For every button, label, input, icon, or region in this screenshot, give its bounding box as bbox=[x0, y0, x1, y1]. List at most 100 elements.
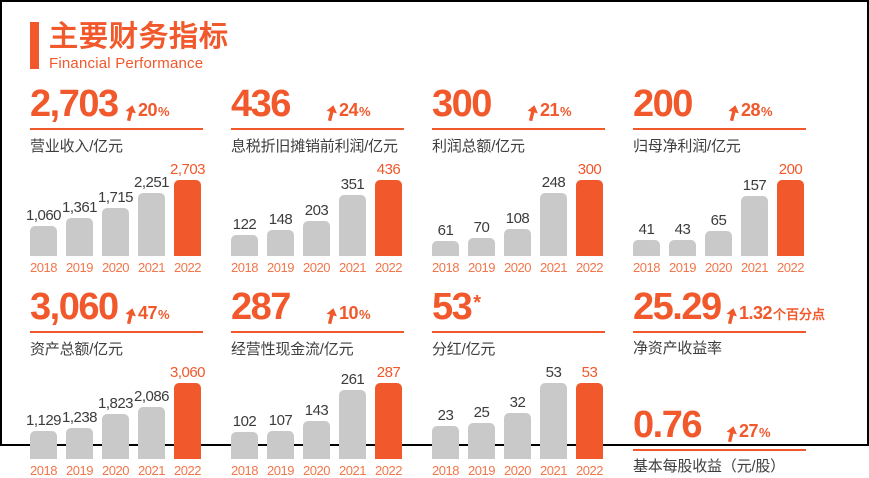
bar-item: 2,703 bbox=[170, 159, 206, 257]
metric-change: 21% bbox=[526, 100, 572, 122]
bar-item: 2,251 bbox=[134, 159, 170, 257]
page-title: 主要财务指标 bbox=[49, 21, 230, 53]
bar-item: 23 bbox=[432, 362, 459, 460]
year-label: 2022 bbox=[777, 260, 804, 276]
metric-value: 287 bbox=[231, 286, 291, 329]
title-block: 主要财务指标 Financial Performance bbox=[49, 21, 230, 73]
roe-stat-block: 25.29 1.32 个百分点 净资产收益率 bbox=[633, 288, 825, 358]
year-axis: 2018 2019 2020 2021 2022 bbox=[30, 260, 203, 275]
metric-panel: 436 24% 息税折旧摊销前利润/亿元 122 148 203 351 436 201… bbox=[231, 85, 404, 275]
bar-highlight-2022 bbox=[576, 180, 603, 257]
bar-chart: 1,060 1,361 1,715 2,251 2,703 bbox=[26, 159, 206, 257]
metric-panel: 2,703 20% 营业收入/亿元 1,060 1,361 1,715 2,251 2,… bbox=[26, 83, 206, 275]
year-label: 2020 bbox=[102, 260, 129, 276]
bar-item: 53 bbox=[540, 362, 567, 460]
footnote-asterisk: * bbox=[473, 292, 482, 315]
bar-highlight-2022 bbox=[375, 180, 402, 257]
bar-value-label: 65 bbox=[710, 212, 727, 230]
year-label: 2020 bbox=[504, 463, 531, 478]
bar-value-label: 61 bbox=[437, 222, 454, 240]
metric-change: 20% bbox=[124, 100, 170, 122]
year-label: 2019 bbox=[669, 260, 696, 276]
metric-change: 28% bbox=[727, 100, 773, 122]
metric-line: 287 10% bbox=[231, 288, 404, 326]
bar-item: 102 bbox=[231, 362, 258, 460]
bar-chart: 122 148 203 351 436 bbox=[231, 159, 404, 257]
bar bbox=[504, 229, 531, 257]
bar-value-label: 1,361 bbox=[61, 199, 98, 217]
bar-value-label: 70 bbox=[473, 219, 490, 237]
divider-line bbox=[432, 128, 605, 131]
bar-value-label: 436 bbox=[376, 161, 401, 179]
year-axis: 2018 2019 2020 2021 2022 bbox=[432, 463, 605, 478]
bar bbox=[705, 231, 732, 257]
year-label: 2022 bbox=[375, 463, 402, 478]
bar-item: 43 bbox=[669, 159, 696, 257]
metric-line: 200 28% bbox=[633, 85, 806, 123]
year-label: 2022 bbox=[576, 260, 603, 276]
change-unit: % bbox=[560, 104, 572, 120]
divider-line bbox=[231, 331, 404, 334]
bar-value-label: 108 bbox=[505, 210, 530, 228]
bar-highlight-2022 bbox=[174, 383, 201, 460]
bar-value-label: 107 bbox=[268, 412, 293, 430]
bar-item: 1,060 bbox=[26, 159, 62, 257]
year-axis: 2018 2019 2020 2021 2022 bbox=[432, 260, 605, 275]
metric-value: 200 bbox=[633, 83, 693, 126]
year-label: 2020 bbox=[705, 260, 732, 276]
bar-item: 300 bbox=[576, 159, 603, 257]
year-label: 2018 bbox=[432, 260, 459, 276]
bar-item: 248 bbox=[540, 159, 567, 257]
metric-line: 436 24% bbox=[231, 85, 404, 123]
year-label: 2020 bbox=[102, 463, 129, 478]
bar bbox=[669, 240, 696, 257]
bar-highlight-2022 bbox=[777, 180, 804, 257]
bar-value-label: 287 bbox=[376, 364, 401, 382]
year-label: 2020 bbox=[504, 260, 531, 276]
year-label: 2018 bbox=[231, 463, 258, 478]
bar-value-label: 32 bbox=[509, 394, 526, 412]
metric-label: 息税折旧摊销前利润/亿元 bbox=[231, 138, 398, 156]
year-label: 2021 bbox=[138, 463, 165, 478]
bar-value-label: 157 bbox=[742, 177, 767, 195]
bar bbox=[504, 413, 531, 460]
metric-change: 10% bbox=[325, 303, 371, 325]
eps-stat-block: 0.76 27% 基本每股收益（元/股） bbox=[633, 406, 806, 476]
bar-item: 1,361 bbox=[62, 159, 98, 257]
metric-value: 3,060 bbox=[30, 286, 119, 329]
bar-item: 148 bbox=[267, 159, 294, 257]
year-label: 2018 bbox=[231, 260, 258, 276]
bar-item: 61 bbox=[432, 159, 459, 257]
bar-chart: 41 43 65 157 200 bbox=[633, 159, 806, 257]
metric-label: 经营性现金流/亿元 bbox=[231, 341, 354, 359]
bar-item: 53 bbox=[576, 362, 603, 460]
metric-value: 300 bbox=[432, 83, 492, 126]
bar-chart: 102 107 143 261 287 bbox=[231, 362, 404, 460]
bar-value-label: 53 bbox=[545, 364, 562, 382]
bar bbox=[138, 193, 165, 257]
divider-line bbox=[633, 331, 806, 334]
metric-value: 2,703 bbox=[30, 83, 119, 126]
year-label: 2021 bbox=[540, 260, 567, 276]
year-label: 2018 bbox=[30, 463, 57, 478]
metric-value: 436 bbox=[231, 83, 291, 126]
bar bbox=[30, 431, 57, 460]
bar bbox=[66, 218, 93, 257]
bar-value-label: 1,129 bbox=[25, 412, 62, 430]
bar-value-label: 53 bbox=[581, 364, 598, 382]
year-axis: 2018 2019 2020 2021 2022 bbox=[231, 463, 404, 478]
up-arrow-icon bbox=[326, 308, 337, 325]
change-unit: 个百分点 bbox=[773, 307, 826, 323]
bar-value-label: 43 bbox=[674, 221, 691, 239]
metric-line: 25.29 1.32 个百分点 bbox=[633, 288, 825, 326]
metric-label: 净资产收益率 bbox=[633, 340, 722, 358]
bar bbox=[741, 196, 768, 257]
year-axis: 2018 2019 2020 2021 2022 bbox=[633, 260, 806, 275]
bar-value-label: 41 bbox=[638, 221, 655, 239]
bar bbox=[267, 431, 294, 460]
bar-highlight-2022 bbox=[174, 180, 201, 257]
year-label: 2019 bbox=[468, 260, 495, 276]
metric-change: 27% bbox=[725, 421, 771, 443]
year-label: 2022 bbox=[174, 260, 201, 276]
